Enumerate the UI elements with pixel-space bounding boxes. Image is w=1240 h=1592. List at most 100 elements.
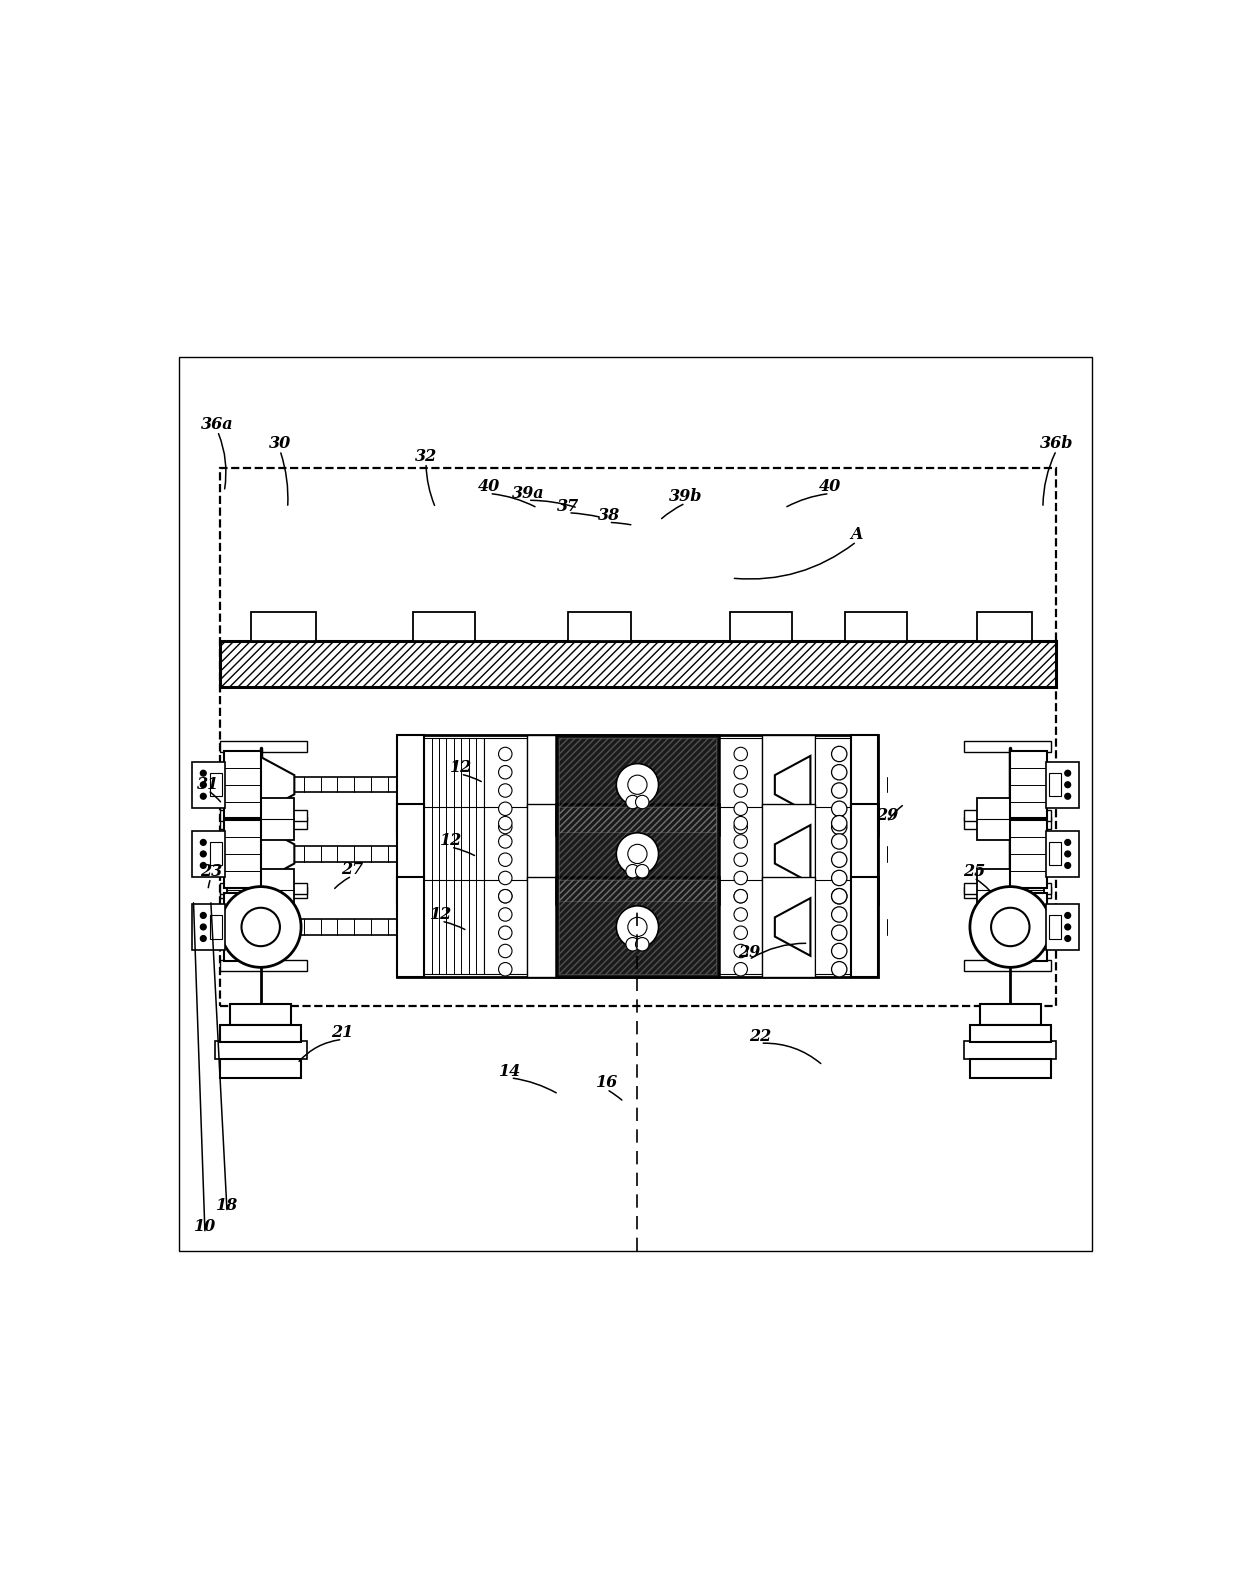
Circle shape (201, 771, 206, 775)
Bar (227, 798, 294, 841)
Circle shape (201, 782, 206, 788)
Circle shape (1065, 923, 1070, 930)
Bar (221, 810, 306, 821)
Text: 10: 10 (193, 1218, 216, 1235)
Bar (763, 804, 815, 904)
Bar (1049, 774, 1061, 796)
Bar (1045, 831, 1080, 877)
Bar (977, 798, 1044, 841)
Text: 39a: 39a (512, 486, 544, 501)
Bar (221, 960, 306, 971)
Polygon shape (775, 756, 811, 814)
Circle shape (832, 888, 847, 904)
Circle shape (498, 853, 512, 866)
Bar (210, 915, 222, 939)
Bar (965, 740, 1050, 751)
Bar (965, 960, 1050, 971)
Bar (556, 877, 719, 977)
Circle shape (734, 834, 748, 849)
Bar (397, 736, 424, 834)
Bar (224, 751, 260, 818)
Bar (191, 904, 226, 950)
Bar (1045, 761, 1080, 807)
Circle shape (498, 927, 512, 939)
Bar (397, 804, 424, 904)
Circle shape (616, 833, 658, 876)
Circle shape (832, 764, 847, 780)
Circle shape (734, 944, 748, 958)
Circle shape (734, 890, 748, 903)
Text: 37: 37 (557, 498, 579, 514)
Circle shape (498, 890, 512, 903)
Circle shape (832, 747, 847, 761)
Circle shape (635, 864, 649, 877)
Bar (763, 736, 815, 834)
Bar (970, 1059, 1050, 1078)
Text: 27: 27 (341, 861, 363, 877)
Circle shape (734, 783, 748, 798)
Bar (1049, 915, 1061, 939)
Bar (221, 882, 306, 895)
Circle shape (1065, 782, 1070, 788)
Text: 36a: 36a (201, 416, 234, 433)
Text: 38: 38 (598, 508, 620, 524)
Bar (484, 737, 527, 833)
Circle shape (734, 907, 748, 922)
Text: 39b: 39b (668, 487, 702, 505)
Circle shape (1065, 863, 1070, 868)
Text: 30: 30 (269, 435, 291, 452)
Bar (719, 737, 763, 833)
Circle shape (734, 802, 748, 815)
Bar (568, 611, 631, 640)
Circle shape (498, 783, 512, 798)
Bar (763, 877, 815, 977)
Bar (965, 882, 1050, 895)
Circle shape (498, 834, 512, 849)
Bar (424, 737, 484, 833)
Bar (1011, 893, 1047, 960)
Circle shape (242, 907, 280, 946)
Bar (851, 804, 878, 904)
Bar (221, 640, 1056, 686)
Circle shape (498, 747, 512, 761)
Circle shape (627, 917, 647, 936)
Circle shape (626, 796, 640, 809)
Circle shape (201, 852, 206, 856)
Text: 18: 18 (216, 1197, 238, 1215)
Circle shape (734, 766, 748, 778)
Circle shape (832, 783, 847, 798)
Text: 29: 29 (877, 807, 899, 825)
Circle shape (832, 871, 847, 885)
Bar (965, 817, 1050, 829)
Circle shape (201, 793, 206, 799)
Bar (815, 807, 863, 901)
Circle shape (734, 963, 748, 976)
Bar (210, 774, 222, 796)
Circle shape (832, 820, 847, 834)
Bar (1045, 904, 1080, 950)
Bar (221, 1025, 301, 1043)
Bar (558, 880, 717, 974)
Circle shape (832, 801, 847, 817)
Circle shape (201, 923, 206, 930)
Text: 21: 21 (331, 1024, 353, 1041)
Circle shape (991, 907, 1029, 946)
Bar (484, 880, 527, 974)
Circle shape (498, 944, 512, 958)
Bar (558, 737, 717, 833)
Bar (424, 880, 484, 974)
Bar (965, 810, 1050, 821)
Bar (413, 611, 475, 640)
Bar (527, 877, 580, 977)
Bar (210, 842, 222, 866)
Text: 40: 40 (818, 478, 841, 495)
Bar (815, 737, 863, 833)
Circle shape (1065, 793, 1070, 799)
Bar (221, 817, 306, 829)
Circle shape (616, 764, 658, 806)
Text: 23: 23 (200, 863, 222, 880)
Text: 31: 31 (197, 777, 219, 793)
Circle shape (832, 852, 847, 868)
Bar (980, 1005, 1042, 1025)
Bar (719, 807, 763, 901)
